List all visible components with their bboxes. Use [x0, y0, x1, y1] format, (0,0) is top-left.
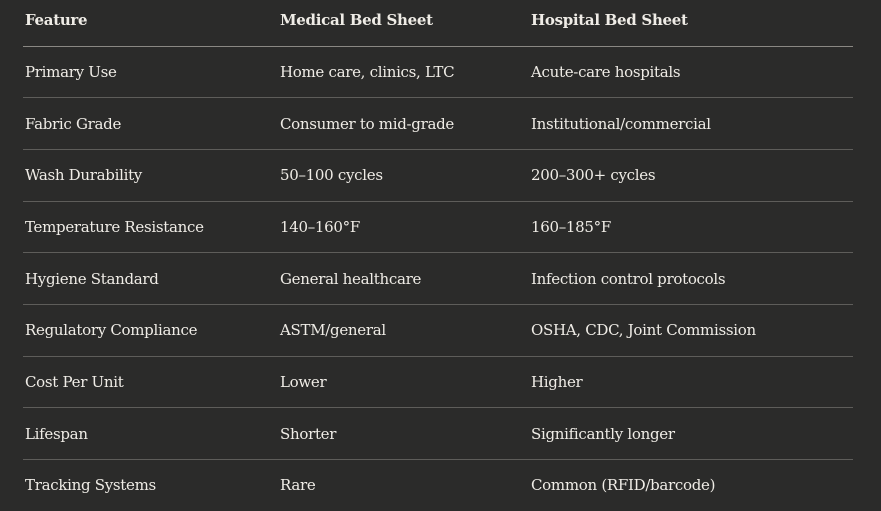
cell-medical: General healthcare — [278, 252, 529, 305]
table-row: Lifespan Shorter Significantly longer — [23, 407, 853, 460]
cell-medical: Shorter — [278, 407, 529, 460]
column-header-feature: Feature — [23, 0, 278, 47]
cell-medical: 140–160°F — [278, 201, 529, 254]
cell-feature: Lifespan — [23, 407, 278, 460]
table-row: Fabric Grade Consumer to mid-grade Institu… — [23, 97, 853, 150]
table-header-row: Feature Medical Bed Sheet Hospital Bed S… — [23, 0, 853, 47]
table-row: Cost Per Unit Lower Higher — [23, 356, 853, 409]
cell-hospital: OSHA, CDC, Joint Commission — [529, 304, 853, 357]
cell-hospital: Higher — [529, 356, 853, 409]
table-row: Tracking Systems Rare Common (RFID/barcode… — [23, 460, 853, 511]
cell-medical: Consumer to mid-grade — [278, 97, 529, 150]
cell-hospital: 160–185°F — [529, 201, 853, 254]
cell-feature: Cost Per Unit — [23, 356, 278, 409]
table-row: Hygiene Standard General healthcare Infect… — [23, 252, 853, 305]
cell-hospital: Acute-care hospitals — [529, 46, 853, 99]
cell-medical: 50–100 cycles — [278, 149, 529, 202]
table-row: Temperature Resistance 140–160°F 160–185°F — [23, 201, 853, 254]
cell-feature: Temperature Resistance — [23, 201, 278, 254]
cell-hospital: Significantly longer — [529, 407, 853, 460]
cell-hospital: Infection control protocols — [529, 252, 853, 305]
column-header-medical: Medical Bed Sheet — [278, 0, 529, 47]
column-header-hospital: Hospital Bed Sheet — [529, 0, 853, 47]
table-row: Wash Durability 50–100 cycles 200–300+ cyc… — [23, 149, 853, 202]
table-row: Primary Use Home care, clinics, LTC Acute-… — [23, 46, 853, 99]
cell-feature: Wash Durability — [23, 149, 278, 202]
cell-feature: Hygiene Standard — [23, 252, 278, 305]
cell-hospital: 200–300+ cycles — [529, 149, 853, 202]
cell-hospital: Institutional/commercial — [529, 97, 853, 150]
comparison-table: Feature Medical Bed Sheet Hospital Bed S… — [23, 0, 853, 511]
cell-medical: Home care, clinics, LTC — [278, 46, 529, 99]
cell-medical: ASTM/general — [278, 304, 529, 357]
table-row: Regulatory Compliance ASTM/general OSHA, C… — [23, 304, 853, 357]
cell-feature: Regulatory Compliance — [23, 304, 278, 357]
cell-feature: Fabric Grade — [23, 97, 278, 150]
cell-hospital: Common (RFID/barcode) — [531, 476, 716, 495]
cell-medical: Rare — [280, 476, 316, 495]
cell-feature: Tracking Systems — [25, 476, 156, 495]
cell-medical: Lower — [278, 356, 529, 409]
cell-feature: Primary Use — [23, 46, 278, 99]
